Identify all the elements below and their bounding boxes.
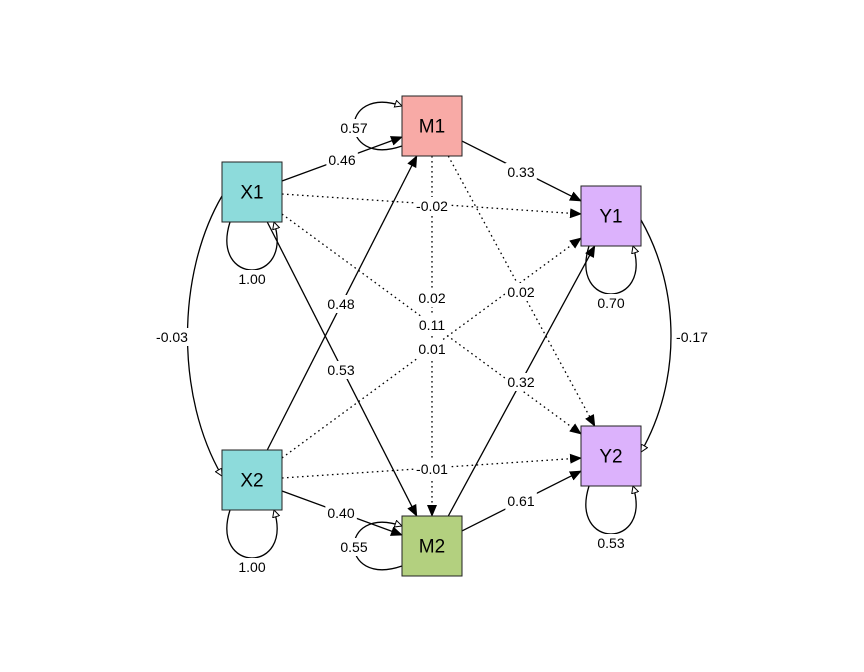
path-label-m1-y1-bg	[505, 163, 537, 181]
path-label-x2-m2-bg	[325, 504, 357, 522]
path-label-x1-y2-text: 0.11	[419, 317, 445, 333]
path-label-x1-y1-bg	[414, 197, 451, 215]
variance-label-m2-text: 0.55	[340, 539, 367, 555]
path-label-m1-m2: 0.02	[416, 289, 448, 307]
variance-loop-y1	[585, 246, 636, 295]
variance-label-m2-bg	[338, 538, 370, 556]
path-label-m2-y1: 0.32	[505, 373, 537, 391]
nodes-layer: X1 X2 M1 M2 Y1 Y2	[221, 95, 642, 577]
variance-label-m2: 0.55	[338, 538, 370, 556]
path-label-x2-y1-bg	[416, 340, 448, 358]
path-m1-to-y2	[447, 155, 596, 427]
path-label-m1-m2-text: 0.02	[418, 290, 445, 306]
path-label-m2-y1-bg	[505, 373, 537, 391]
path-label-x2-m1-bg	[325, 295, 357, 313]
path-label-x2-y2-text: -0.01	[416, 461, 448, 477]
variance-label-x1-text: 1.00	[238, 271, 265, 287]
node-label-m2: M2	[419, 537, 445, 558]
node-m2: M2	[401, 515, 463, 577]
path-label-x1-y1-text: -0.02	[416, 198, 448, 214]
path-label-x2-y2: -0.01	[414, 460, 451, 478]
covariance-x1-x2	[186, 196, 223, 476]
path-label-x1-m2-bg	[325, 361, 357, 379]
edge-labels-layer: 0.46 0.53 0.48 0.40 0.33 0.32 0.61 -0.02 0.11 0.0…	[154, 119, 711, 576]
path-label-x1-m2: 0.53	[325, 361, 357, 379]
path-label-x2-m2-text: 0.40	[327, 505, 354, 521]
path-label-x2-m2: 0.40	[325, 504, 357, 522]
variance-label-y1: 0.70	[595, 294, 627, 312]
covariance-label-y1-y2-bg	[674, 328, 711, 346]
variance-label-x2-text: 1.00	[238, 559, 265, 575]
path-label-m1-y2-text: 0.02	[507, 284, 534, 300]
covariance-label-x1-x2-text: -0.03	[156, 329, 188, 345]
variance-loop-x2	[226, 510, 277, 559]
variance-label-x1: 1.00	[236, 270, 268, 288]
covariance-label-y1-y2-text: -0.17	[676, 329, 708, 345]
covariance-label-x1-x2-bg	[154, 328, 191, 346]
variance-label-x2: 1.00	[236, 558, 268, 576]
path-label-x2-m1-text: 0.48	[327, 296, 354, 312]
path-label-m1-y2-bg	[505, 283, 537, 301]
path-label-m1-y1-text: 0.33	[507, 164, 534, 180]
node-box-m2	[401, 515, 463, 577]
variance-label-y2-bg	[595, 534, 627, 552]
path-label-x2-m1: 0.48	[325, 295, 357, 313]
node-box-x1	[221, 161, 283, 223]
path-label-x1-y1: -0.02	[414, 197, 451, 215]
variance-label-m1: 0.57	[338, 119, 370, 137]
path-label-x2-y1: 0.01	[416, 340, 448, 358]
node-y2: Y2	[580, 425, 642, 487]
variance-label-m1-text: 0.57	[340, 120, 367, 136]
covariance-label-y1-y2: -0.17	[674, 328, 711, 346]
path-label-x1-y2-bg	[416, 316, 448, 334]
node-x2: X2	[221, 449, 283, 511]
node-y1: Y1	[580, 185, 642, 247]
variance-label-y1-bg	[595, 294, 627, 312]
node-m1: M1	[401, 95, 463, 157]
variance-label-y2-text: 0.53	[597, 535, 624, 551]
variance-label-x2-bg	[236, 558, 268, 576]
path-label-m2-y2: 0.61	[505, 492, 537, 510]
node-box-x2	[221, 449, 283, 511]
covariance-y1-y2	[641, 220, 672, 452]
path-label-m1-m2-bg	[416, 289, 448, 307]
path-label-x1-m2-text: 0.53	[327, 362, 354, 378]
path-label-m2-y2-bg	[505, 492, 537, 510]
variance-loop-x1	[226, 222, 277, 271]
path-label-x2-y1-text: 0.01	[418, 341, 445, 357]
node-label-m1: M1	[419, 117, 445, 138]
path-label-m1-y2: 0.02	[505, 283, 537, 301]
path-label-m1-y1: 0.33	[505, 163, 537, 181]
variance-label-x1-bg	[236, 270, 268, 288]
node-box-m1	[401, 95, 463, 157]
path-label-m2-y2-text: 0.61	[507, 493, 534, 509]
node-label-x1: X1	[240, 183, 263, 204]
variance-label-y1-text: 0.70	[597, 295, 624, 311]
node-label-x2: X2	[240, 471, 263, 492]
node-box-y1	[580, 185, 642, 247]
variance-loop-y2	[585, 486, 636, 535]
path-label-x1-m1-text: 0.46	[328, 152, 355, 168]
variance-label-m1-bg	[338, 119, 370, 137]
node-label-y1: Y1	[599, 207, 622, 228]
node-x1: X1	[221, 161, 283, 223]
path-label-x1-m1-bg	[326, 151, 358, 169]
node-label-y2: Y2	[599, 447, 622, 468]
covariance-label-x1-x2: -0.03	[154, 328, 191, 346]
path-label-x2-y2-bg	[414, 460, 451, 478]
path-label-m2-y1-text: 0.32	[507, 374, 534, 390]
variance-label-y2: 0.53	[595, 534, 627, 552]
path-label-x1-y2: 0.11	[416, 316, 448, 334]
path-label-x1-m1: 0.46	[326, 151, 358, 169]
node-box-y2	[580, 425, 642, 487]
